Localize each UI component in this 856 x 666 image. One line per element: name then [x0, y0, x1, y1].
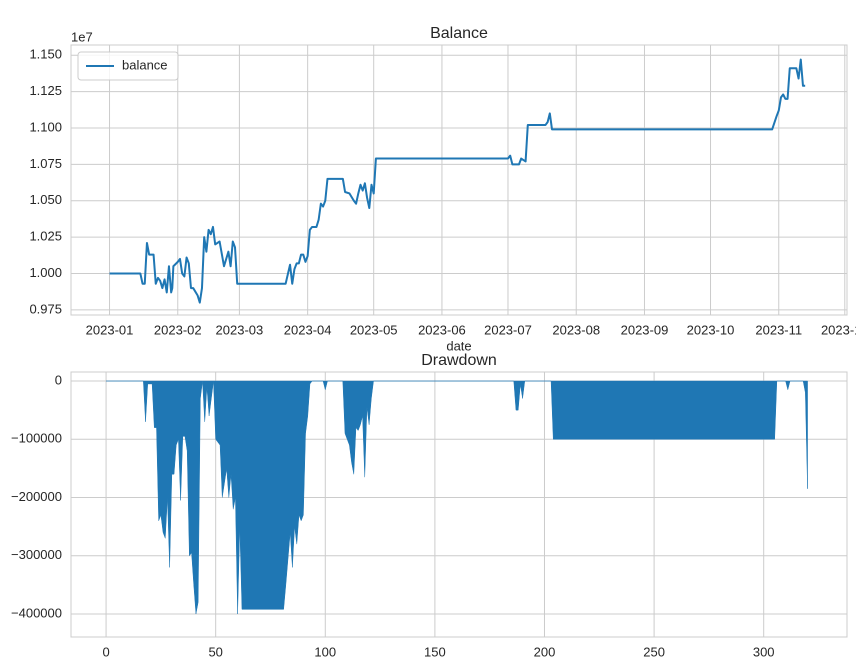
- y-tick-label: 1.025: [29, 229, 62, 244]
- y-tick-label: 1.150: [29, 47, 62, 62]
- axes-frame: [70, 44, 848, 316]
- legend-box: [77, 51, 179, 81]
- x-tick-label: 2023-09: [621, 322, 669, 337]
- legend-label: balance: [122, 57, 168, 72]
- x-tick-label: 150: [424, 644, 446, 659]
- y-tick-label: 1.125: [29, 83, 62, 98]
- area: [105, 380, 808, 615]
- x-tick-label: 2023-04: [284, 322, 332, 337]
- x-tick-label: 2023-12: [821, 322, 856, 337]
- x-tick-label: 250: [643, 644, 665, 659]
- y-tick-label: −100000: [11, 431, 62, 446]
- x-tick-label: 100: [314, 644, 336, 659]
- line: [109, 58, 806, 304]
- axes-frame: [70, 371, 848, 638]
- x-tick-label: 2023-10: [687, 322, 735, 337]
- chart-title: Balance: [430, 25, 488, 42]
- y-tick-label: −400000: [11, 605, 62, 620]
- y-tick-label: 1.075: [29, 156, 62, 171]
- chart-title: Drawdown: [421, 352, 497, 369]
- y-tick-label: 1.050: [29, 192, 62, 207]
- x-tick-label: 2023-06: [418, 322, 466, 337]
- y-tick-label: 1.000: [29, 265, 62, 280]
- x-tick-label: 2023-08: [552, 322, 600, 337]
- x-tick-label: 2023-11: [755, 322, 802, 337]
- x-tick-label: 2023-05: [350, 322, 398, 337]
- y-tick-label: 0.975: [29, 301, 62, 316]
- offset-text: 1e7: [71, 29, 93, 44]
- x-tick-label: 300: [753, 644, 775, 659]
- x-tick-label: 2023-07: [484, 322, 532, 337]
- x-axis-label: date: [446, 338, 471, 353]
- y-tick-label: −200000: [11, 489, 62, 504]
- y-tick-label: 0: [55, 372, 62, 387]
- x-tick-label: 50: [208, 644, 222, 659]
- x-tick-label: 2023-01: [86, 322, 134, 337]
- y-tick-label: −300000: [11, 547, 62, 562]
- x-tick-label: 200: [534, 644, 556, 659]
- x-tick-label: 2023-02: [154, 322, 202, 337]
- x-tick-label: 0: [102, 644, 109, 659]
- y-tick-label: 1.100: [29, 119, 62, 134]
- x-tick-label: 2023-03: [216, 322, 264, 337]
